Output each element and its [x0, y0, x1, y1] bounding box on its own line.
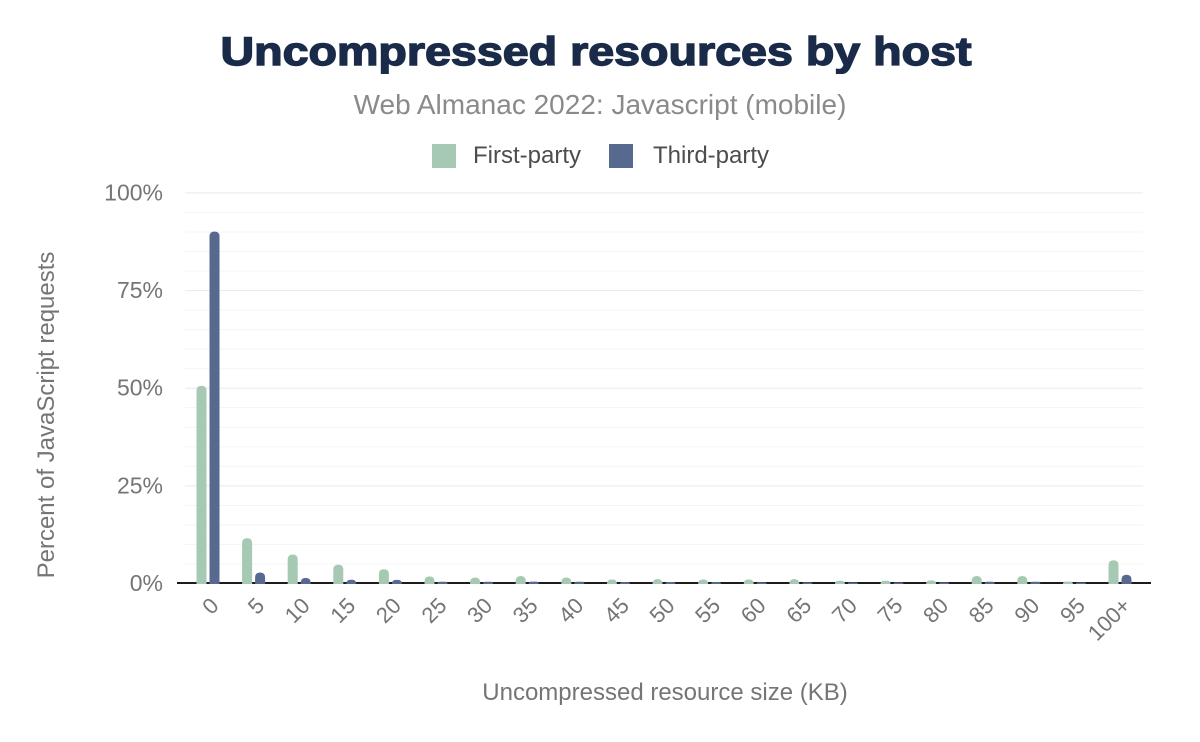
svg-text:85: 85	[964, 593, 999, 628]
svg-text:10: 10	[280, 593, 315, 628]
svg-text:25: 25	[417, 593, 452, 628]
svg-text:Uncompressed resource size (KB: Uncompressed resource size (KB)	[482, 679, 847, 706]
svg-text:50%: 50%	[117, 375, 163, 401]
svg-text:65: 65	[781, 593, 816, 628]
svg-text:Percent of JavaScript requests: Percent of JavaScript requests	[33, 252, 60, 579]
svg-text:25%: 25%	[117, 472, 163, 498]
svg-text:70: 70	[827, 593, 862, 628]
svg-text:75%: 75%	[117, 277, 163, 303]
svg-text:100%: 100%	[104, 179, 163, 205]
svg-text:40: 40	[553, 593, 588, 628]
svg-text:35: 35	[508, 593, 543, 628]
svg-text:55: 55	[690, 593, 725, 628]
svg-text:15: 15	[325, 593, 360, 628]
svg-text:90: 90	[1009, 593, 1044, 628]
svg-text:100+: 100+	[1083, 593, 1136, 646]
svg-text:20: 20	[371, 593, 406, 628]
svg-text:0: 0	[197, 593, 223, 619]
svg-text:50: 50	[645, 593, 680, 628]
svg-text:80: 80	[918, 593, 953, 628]
svg-text:60: 60	[736, 593, 771, 628]
svg-text:45: 45	[599, 593, 634, 628]
svg-text:95: 95	[1055, 593, 1090, 628]
svg-text:0%: 0%	[130, 570, 163, 596]
svg-text:5: 5	[243, 593, 269, 619]
svg-text:75: 75	[873, 593, 908, 628]
svg-text:30: 30	[462, 593, 497, 628]
